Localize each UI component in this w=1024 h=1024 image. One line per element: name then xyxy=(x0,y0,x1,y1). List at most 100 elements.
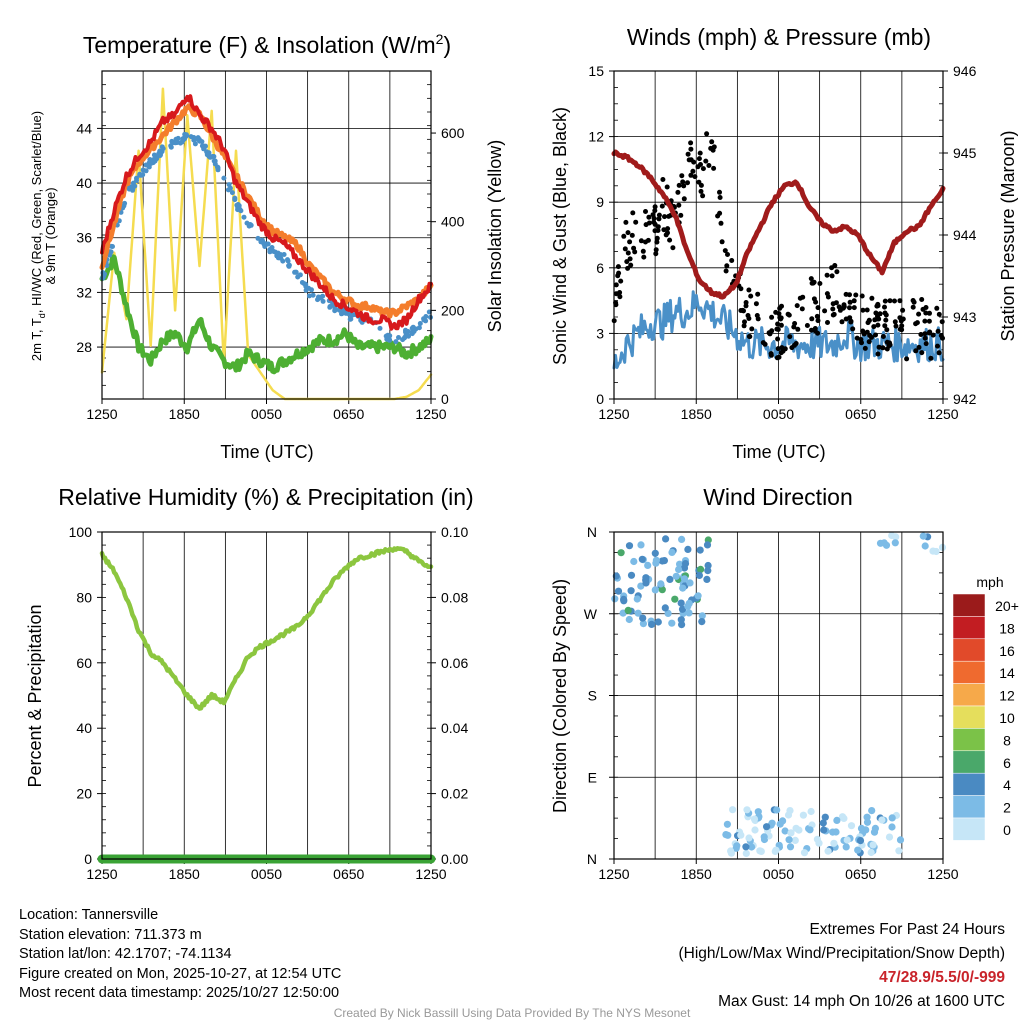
gust-point xyxy=(927,329,933,335)
gust-point xyxy=(625,265,631,271)
gust-point xyxy=(919,350,925,356)
wind-ytick: 6 xyxy=(596,260,604,276)
legend-swatch xyxy=(952,638,986,662)
gust-point xyxy=(688,140,694,146)
gust-point xyxy=(676,182,682,188)
hiwc-point xyxy=(137,171,143,177)
gust-point xyxy=(851,298,857,304)
gust-point xyxy=(717,195,723,200)
gust-point xyxy=(641,254,647,260)
gust-point xyxy=(722,248,728,254)
hiwc-point xyxy=(232,195,238,201)
gust-point xyxy=(615,264,621,270)
direction-panel: Wind Direction Direction (Colored By Spe… xyxy=(550,484,1019,882)
hiwc-point xyxy=(303,287,309,293)
gust-point xyxy=(926,318,932,324)
direction-point xyxy=(820,826,828,834)
legend-swatch xyxy=(952,705,986,729)
legend-swatch xyxy=(952,683,986,707)
gust-point xyxy=(655,224,661,230)
direction-point xyxy=(633,595,641,603)
direction-point xyxy=(639,620,648,628)
dir-xtick: 0050 xyxy=(763,866,794,882)
gust-point xyxy=(850,326,856,332)
credit-text: Created By Nick Bassill Using Data Provi… xyxy=(333,1006,691,1020)
gust-point xyxy=(919,297,925,302)
gust-point xyxy=(743,300,749,305)
direction-point xyxy=(868,807,876,815)
direction-point xyxy=(684,602,692,610)
gust-point xyxy=(892,298,897,304)
direction-point xyxy=(742,849,750,858)
direction-point xyxy=(727,847,735,855)
hiwc-point xyxy=(150,160,156,166)
direction-point xyxy=(830,839,838,847)
legend-swatch xyxy=(952,817,986,841)
direction-point xyxy=(785,836,793,844)
gust-point xyxy=(618,278,624,284)
gust-point xyxy=(825,320,830,325)
rh-ytick: 100 xyxy=(69,524,93,540)
gust-point xyxy=(663,232,669,238)
direction-point xyxy=(763,823,771,831)
gust-point xyxy=(861,331,867,337)
direction-point xyxy=(895,847,903,855)
direction-point xyxy=(888,823,896,831)
gust-point xyxy=(650,212,656,218)
direction-point xyxy=(737,831,745,839)
gust-point xyxy=(830,306,836,312)
direction-point xyxy=(651,586,659,594)
direction-point xyxy=(620,595,628,604)
pressure-y2tick: 943 xyxy=(953,309,977,325)
gust-point xyxy=(795,326,801,332)
gust-point xyxy=(670,245,676,251)
hiwc-point xyxy=(293,269,299,275)
hiwc-point xyxy=(350,312,356,318)
gust-point xyxy=(847,299,853,305)
gust-point xyxy=(814,313,820,319)
gust-point xyxy=(810,280,816,286)
extremes-values: 47/28.9/5.5/0/-999 xyxy=(879,969,1005,986)
direction-point xyxy=(773,806,781,814)
gust-point xyxy=(899,323,905,329)
rh-title: Relative Humidity (%) & Precipitation (i… xyxy=(58,484,473,510)
gust-point xyxy=(797,295,803,301)
gust-point xyxy=(886,343,892,349)
gust-point xyxy=(775,336,781,342)
gust-point xyxy=(847,305,852,311)
direction-point xyxy=(888,531,896,540)
gust-point xyxy=(864,307,870,313)
direction-point xyxy=(696,546,704,554)
gust-point xyxy=(706,163,712,168)
temp-ytick: 36 xyxy=(76,230,92,246)
recent-text: Most recent data timestamp: 2025/10/27 1… xyxy=(19,985,340,1002)
precip-y2tick: 0.04 xyxy=(441,720,468,736)
temp-ytick: 32 xyxy=(76,284,92,300)
gust-point xyxy=(871,324,877,330)
legend-label: 16 xyxy=(999,643,1015,659)
dir-ytick: E xyxy=(588,769,597,785)
gust-point xyxy=(882,304,887,310)
gust-point xyxy=(892,319,898,325)
rh-ylabel: Percent & Precipitation xyxy=(25,604,45,787)
gust-point xyxy=(654,239,660,245)
insolation-y2tick: 400 xyxy=(441,214,465,230)
direction-point xyxy=(863,818,872,826)
gust-point xyxy=(640,248,646,254)
legend-swatch xyxy=(952,616,986,640)
direction-point xyxy=(888,814,896,822)
direction-point xyxy=(857,824,866,833)
extremes-title: Extremes For Past 24 Hours xyxy=(809,921,1005,938)
gust-point xyxy=(688,146,694,152)
hiwc-point xyxy=(192,141,198,147)
hiwc-point xyxy=(147,157,153,163)
gust-point xyxy=(824,291,830,297)
direction-point xyxy=(698,612,706,620)
direction-point xyxy=(807,807,815,816)
gust-point xyxy=(698,188,704,194)
hiwc-point xyxy=(168,143,174,149)
direction-point xyxy=(854,846,862,854)
gust-point xyxy=(865,320,871,326)
gust-point xyxy=(794,303,800,309)
gust-point xyxy=(882,298,888,304)
